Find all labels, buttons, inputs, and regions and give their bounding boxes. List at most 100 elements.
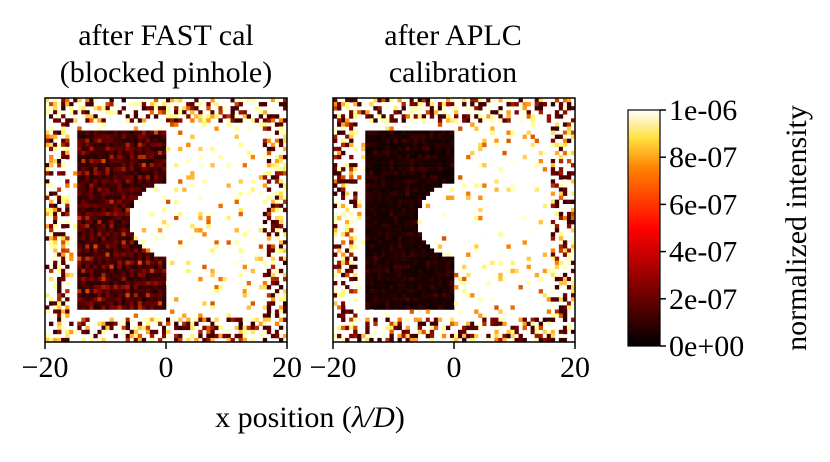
heatmap-cell	[190, 175, 195, 180]
heatmap-cell	[405, 256, 410, 261]
heatmap-cell	[377, 224, 382, 229]
heatmap-cell	[377, 191, 382, 196]
heatmap-cell	[409, 102, 414, 107]
heatmap-cell	[437, 167, 443, 172]
heatmap-cell	[534, 333, 539, 339]
heatmap-cell	[141, 301, 147, 306]
heatmap-cell	[174, 333, 179, 339]
heatmap-cell	[274, 98, 280, 103]
heatmap-cell	[369, 207, 374, 213]
heatmap-cell	[377, 260, 382, 266]
heatmap-cell	[278, 297, 284, 302]
heatmap-cell	[117, 240, 122, 245]
heatmap-cell	[234, 260, 239, 266]
heatmap-cell	[121, 215, 126, 221]
heatmap-cell	[125, 142, 130, 148]
heatmap-cell	[170, 260, 175, 266]
heatmap-cell	[125, 337, 130, 343]
heatmap-cell	[413, 289, 418, 294]
heatmap-cell	[373, 207, 378, 213]
heatmap-cell	[550, 272, 556, 278]
heatmap-cell	[105, 179, 110, 184]
heatmap-cell	[397, 285, 402, 290]
heatmap-cell	[413, 102, 418, 107]
heatmap-cell	[117, 203, 122, 209]
heatmap-cell	[274, 175, 280, 180]
heatmap-cell	[417, 301, 423, 306]
heatmap-cell	[421, 118, 427, 123]
heatmap-cell	[353, 163, 358, 168]
heatmap-cell	[417, 191, 423, 196]
heatmap-cell	[409, 293, 414, 298]
heatmap-cell	[385, 126, 390, 131]
heatmap-cell	[266, 272, 272, 278]
heatmap-cell	[101, 215, 106, 221]
heatmap-cell	[141, 159, 147, 164]
heatmap-cell	[57, 163, 62, 168]
heatmap-cell	[105, 203, 110, 209]
heatmap-cell	[449, 301, 455, 306]
heatmap-cell	[566, 215, 572, 221]
heatmap-cell	[433, 130, 439, 135]
heatmap-cell	[377, 281, 382, 286]
heatmap-cell	[554, 285, 560, 290]
heatmap-cell	[570, 150, 576, 156]
heatmap-cell	[389, 215, 394, 221]
heatmap-cell	[149, 289, 155, 294]
heatmap-cell	[109, 211, 114, 217]
heatmap-cell	[550, 313, 556, 318]
heatmap-cell	[266, 211, 272, 217]
heatmap-cell	[129, 171, 135, 176]
heatmap-cell	[105, 110, 110, 115]
heatmap-cell	[278, 240, 284, 245]
heatmap-cell	[97, 224, 102, 229]
heatmap-cell	[373, 240, 378, 245]
heatmap-cell	[393, 154, 398, 160]
heatmap-cell	[373, 232, 378, 237]
heatmap-cell	[409, 228, 414, 233]
heatmap-cell	[137, 325, 143, 331]
heatmap-cell	[566, 183, 572, 188]
heatmap-cell	[109, 150, 114, 156]
heatmap-cell	[369, 293, 374, 298]
heatmap-cell	[190, 321, 195, 327]
heatmap-cell	[405, 264, 410, 270]
heatmap-cell	[145, 293, 151, 298]
heatmap-cell	[113, 154, 118, 160]
heatmap-cell	[445, 179, 451, 184]
heatmap-cell	[570, 211, 576, 217]
heatmap-cell	[393, 285, 398, 290]
heatmap-cell	[365, 150, 370, 156]
heatmap-cell	[510, 159, 515, 164]
heatmap-cell	[385, 163, 390, 168]
heatmap-cell	[278, 224, 284, 229]
heatmap-cell	[421, 276, 427, 282]
heatmap-cell	[101, 163, 106, 168]
heatmap-cell	[254, 317, 260, 322]
heatmap-cell	[157, 146, 163, 152]
heatmap-cell	[441, 276, 447, 282]
heatmap-cell	[562, 248, 568, 253]
heatmap-cell	[109, 301, 114, 306]
heatmap-cell	[89, 199, 94, 205]
heatmap-cell	[145, 297, 151, 302]
heatmap-cell	[53, 114, 58, 119]
heatmap-cell	[353, 244, 358, 249]
heatmap-cell	[113, 252, 118, 257]
heatmap-cell	[153, 179, 159, 184]
heatmap-cell	[101, 248, 106, 253]
heatmap-cell	[570, 329, 576, 335]
heatmap-cell	[85, 220, 90, 225]
heatmap-cell	[45, 215, 50, 221]
heatmap-cell	[514, 110, 519, 115]
heatmap-cell	[377, 134, 382, 139]
heatmap-cell	[93, 256, 98, 261]
heatmap-cell	[393, 191, 398, 196]
heatmap-cell	[210, 329, 215, 335]
heatmap-cell	[270, 264, 276, 270]
heatmap-cell	[81, 281, 86, 286]
heatmap-cell	[81, 163, 86, 168]
heatmap-cell	[129, 191, 135, 196]
heatmap-cell	[373, 289, 378, 294]
heatmap-cell	[373, 134, 378, 139]
